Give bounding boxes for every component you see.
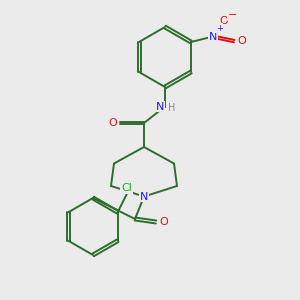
Text: N: N xyxy=(155,101,164,112)
Text: O: O xyxy=(159,217,168,227)
Text: H: H xyxy=(168,103,175,113)
Text: O: O xyxy=(220,16,228,26)
Text: N: N xyxy=(140,191,148,202)
Text: O: O xyxy=(237,36,246,46)
Text: Cl: Cl xyxy=(121,183,132,193)
Text: N: N xyxy=(208,32,217,42)
Text: −: − xyxy=(228,10,238,20)
Text: +: + xyxy=(216,24,223,33)
Text: O: O xyxy=(108,118,117,128)
